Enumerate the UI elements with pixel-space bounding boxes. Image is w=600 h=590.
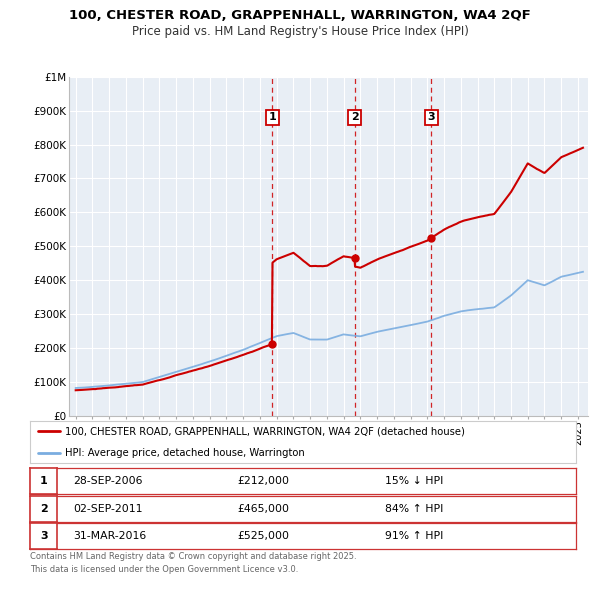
Text: HPI: Average price, detached house, Warrington: HPI: Average price, detached house, Warr… xyxy=(65,448,305,457)
Text: 02-SEP-2011: 02-SEP-2011 xyxy=(74,504,143,513)
Text: 1: 1 xyxy=(40,476,47,486)
Text: £525,000: £525,000 xyxy=(238,532,289,541)
Text: 91% ↑ HPI: 91% ↑ HPI xyxy=(385,532,443,541)
Text: 28-SEP-2006: 28-SEP-2006 xyxy=(74,476,143,486)
Text: 2: 2 xyxy=(351,113,359,122)
Text: 100, CHESTER ROAD, GRAPPENHALL, WARRINGTON, WA4 2QF (detached house): 100, CHESTER ROAD, GRAPPENHALL, WARRINGT… xyxy=(65,427,466,436)
Text: Contains HM Land Registry data © Crown copyright and database right 2025.: Contains HM Land Registry data © Crown c… xyxy=(30,552,356,561)
Text: 100, CHESTER ROAD, GRAPPENHALL, WARRINGTON, WA4 2QF: 100, CHESTER ROAD, GRAPPENHALL, WARRINGT… xyxy=(69,9,531,22)
Text: 3: 3 xyxy=(40,532,47,541)
Text: 31-MAR-2016: 31-MAR-2016 xyxy=(74,532,147,541)
Text: 15% ↓ HPI: 15% ↓ HPI xyxy=(385,476,443,486)
Text: 84% ↑ HPI: 84% ↑ HPI xyxy=(385,504,443,513)
Text: 2: 2 xyxy=(40,504,47,513)
Text: Price paid vs. HM Land Registry's House Price Index (HPI): Price paid vs. HM Land Registry's House … xyxy=(131,25,469,38)
Text: 3: 3 xyxy=(428,113,435,122)
Text: £465,000: £465,000 xyxy=(238,504,289,513)
Text: This data is licensed under the Open Government Licence v3.0.: This data is licensed under the Open Gov… xyxy=(30,565,298,574)
Text: £212,000: £212,000 xyxy=(238,476,289,486)
Text: 1: 1 xyxy=(269,113,276,122)
